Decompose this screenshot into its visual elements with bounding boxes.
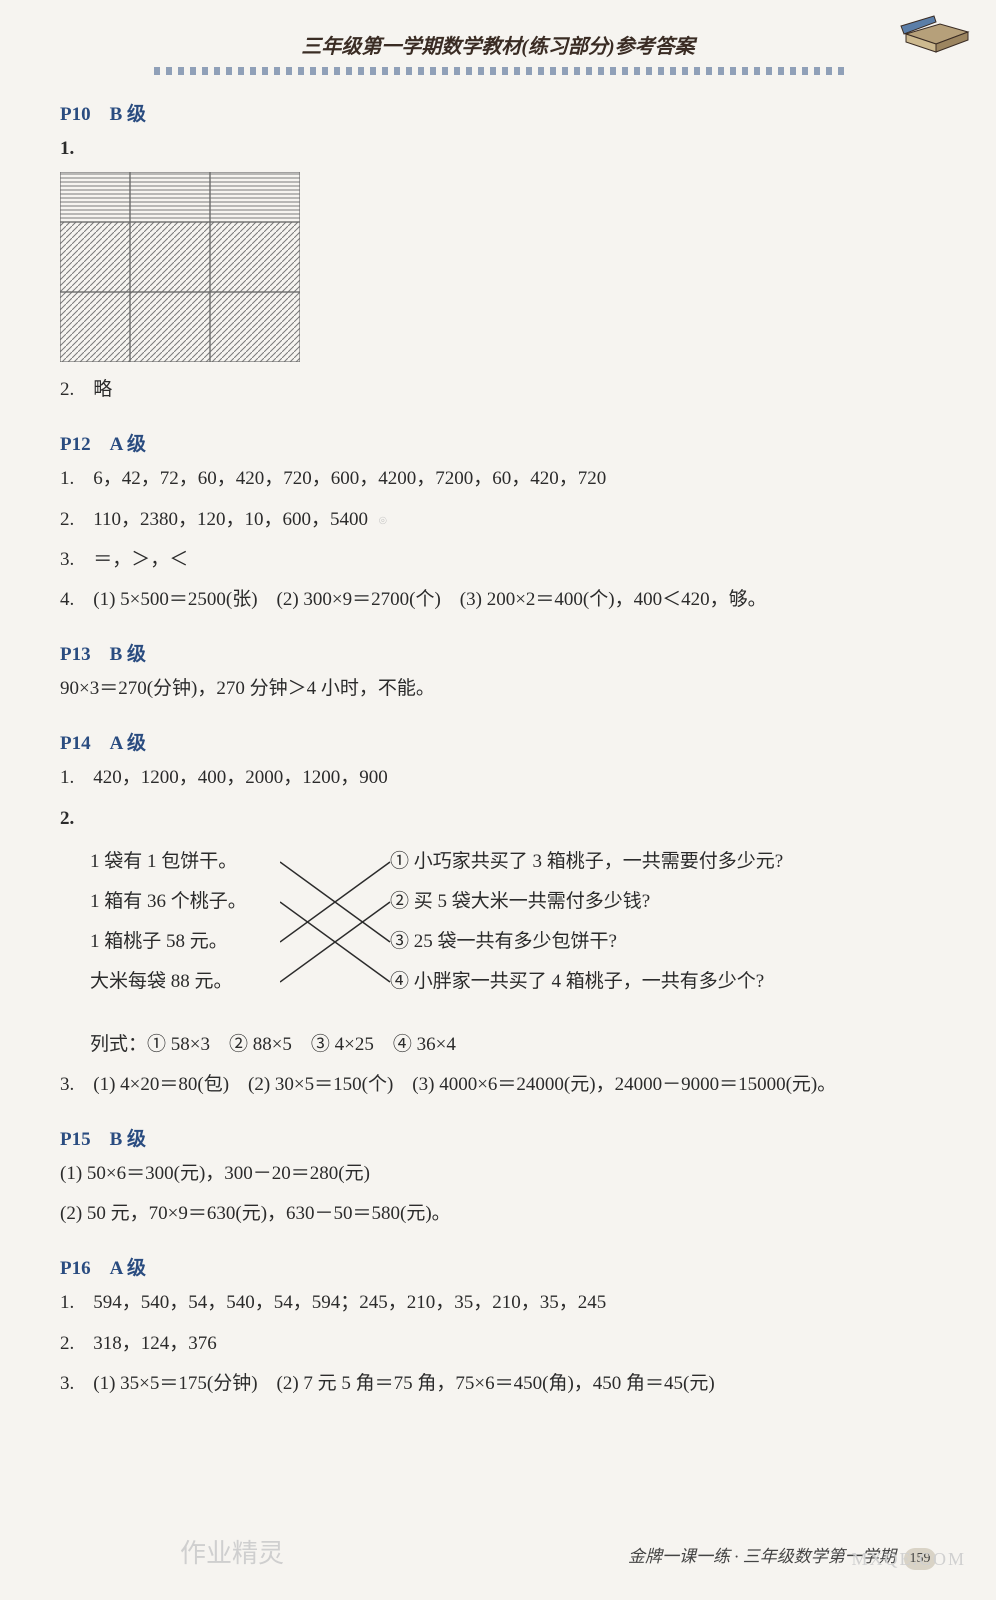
p16a-q1: 1. 594，540，54，540，54，594；245，210，35，210，…	[60, 1286, 936, 1320]
p14a-matching: 1 袋有 1 包饼干。 1 箱有 36 个桃子。 1 箱桃子 58 元。 大米每…	[90, 842, 936, 1022]
matching-right-col: ① 小巧家共买了 3 箱桃子，一共需要付多少元? ② 买 5 袋大米一共需付多少…	[390, 842, 950, 1002]
section-p13b-heading: P13 B 级	[60, 639, 936, 666]
matching-right-item: ② 买 5 袋大米一共需付多少钱?	[390, 882, 950, 922]
p12a-q1: 1. 6，42，72，60，420，720，600，4200，7200，60，4…	[60, 462, 936, 496]
page-title: 三年级第一学期数学教材(练习部分)参考答案	[60, 30, 936, 59]
p12a-q3: 3. ＝，＞，＜	[60, 543, 936, 577]
p14a-q2-answer: 列式：① 58×3 ② 88×5 ③ 4×25 ④ 36×4	[90, 1028, 936, 1062]
p16a-q2: 2. 318，124，376	[60, 1327, 936, 1361]
matching-right-item: ③ 25 袋一共有多少包饼干?	[390, 922, 950, 962]
section-p16a-heading: P16 A 级	[60, 1253, 936, 1280]
p14a-q2-label: 2.	[60, 802, 936, 836]
matching-left-item: 大米每袋 88 元。	[90, 962, 310, 1002]
matching-left-col: 1 袋有 1 包饼干。 1 箱有 36 个桃子。 1 箱桃子 58 元。 大米每…	[90, 842, 310, 1002]
header-underline	[148, 67, 848, 75]
p10b-q1-label: 1.	[60, 132, 936, 166]
matching-left-item: 1 箱桃子 58 元。	[90, 922, 310, 962]
matching-left-item: 1 箱有 36 个桃子。	[90, 882, 310, 922]
matching-lines	[280, 842, 400, 1002]
p14a-q3: 3. (1) 4×20＝80(包) (2) 30×5＝150(个) (3) 40…	[60, 1068, 936, 1102]
section-p14a-heading: P14 A 级	[60, 728, 936, 755]
p10b-diagram	[60, 172, 936, 367]
answer-page: 三年级第一学期数学教材(练习部分)参考答案 P10 B 级 1. 2. 略 P1…	[0, 0, 996, 1600]
matching-right-item: ④ 小胖家一共买了 4 箱桃子，一共有多少个?	[390, 962, 950, 1002]
p15b-l2: (2) 50 元，70×9＝630(元)，630－50＝580(元)。	[60, 1197, 936, 1231]
section-p10b-heading: P10 B 级	[60, 99, 936, 126]
matching-right-item: ① 小巧家共买了 3 箱桃子，一共需要付多少元?	[390, 842, 950, 882]
p12a-q2: 2. 110，2380，120，10，600，5400 ⌾	[60, 503, 936, 537]
matching-left-item: 1 袋有 1 包饼干。	[90, 842, 310, 882]
stamp-icon: ⌾	[377, 508, 388, 532]
p10b-q2: 2. 略	[60, 373, 936, 407]
section-p12a-heading: P12 A 级	[60, 429, 936, 456]
p15b-l1: (1) 50×6＝300(元)，300－20＝280(元)	[60, 1157, 936, 1191]
p14a-q1: 1. 420，1200，400，2000，1200，900	[60, 761, 936, 795]
p13b-line: 90×3＝270(分钟)，270 分钟＞4 小时，不能。	[60, 672, 936, 706]
watermark-1: 作业精灵	[180, 1533, 284, 1570]
watermark-2: MXQE.COM	[851, 1549, 966, 1570]
p12a-q4: 4. (1) 5×500＝2500(张) (2) 300×9＝2700(个) (…	[60, 583, 936, 617]
p16a-q3: 3. (1) 35×5＝175(分钟) (2) 7 元 5 角＝75 角，75×…	[60, 1367, 936, 1401]
section-p15b-heading: P15 B 级	[60, 1124, 936, 1151]
